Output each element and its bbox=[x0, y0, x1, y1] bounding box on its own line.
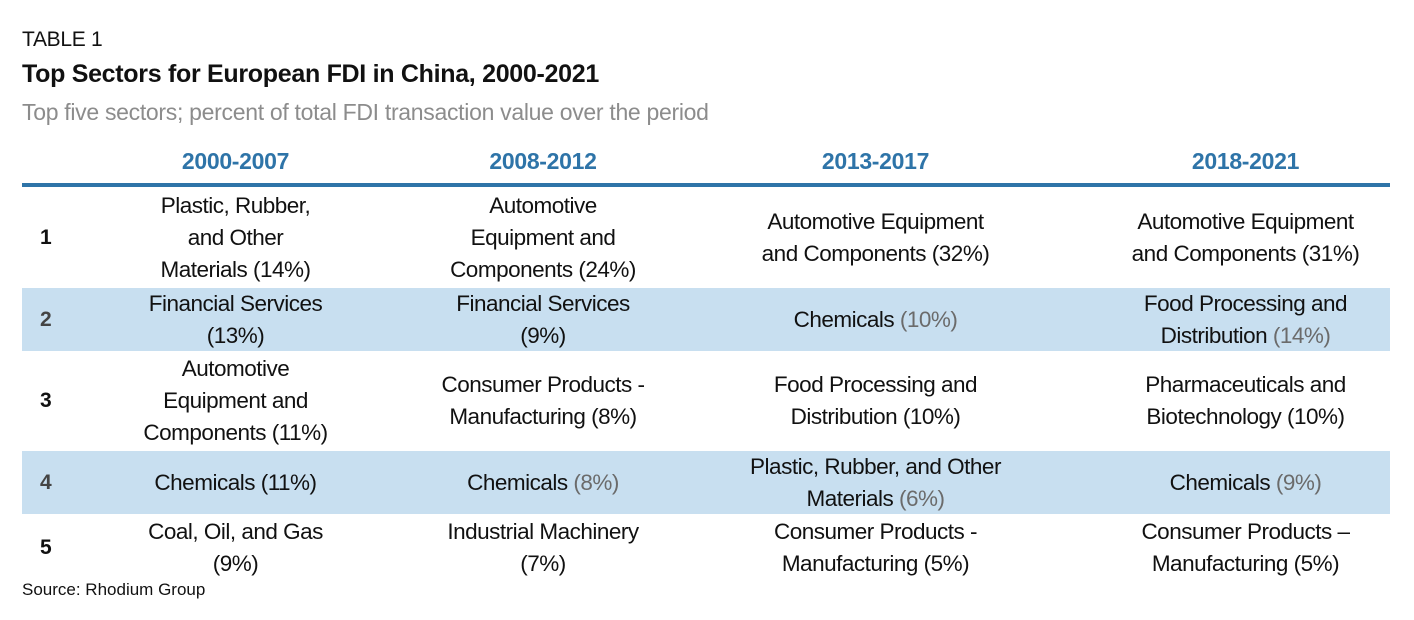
sector-cell: Coal, Oil, and Gas (9%) bbox=[78, 516, 393, 580]
sector-name: Automotive Equipment and Components bbox=[450, 192, 616, 282]
table-row: 5 Coal, Oil, and Gas (9%) Industrial Machi… bbox=[22, 514, 1390, 581]
sector-percent: (10%) bbox=[902, 404, 961, 429]
table-row: 3 Automotive Equipment and Components (11… bbox=[22, 351, 1390, 451]
sector-name: Food Processing and Distribution bbox=[1143, 290, 1348, 348]
sector-cell: Automotive Equipment and Components (32%… bbox=[693, 206, 1058, 270]
table-title: Top Sectors for European FDI in China, 2… bbox=[22, 60, 599, 88]
sector-percent: (7%) bbox=[520, 550, 566, 576]
table-label: TABLE 1 bbox=[22, 28, 103, 51]
sector-cell: Food Processing and Distribution (14%) bbox=[1058, 288, 1414, 352]
sector-percent: (10%) bbox=[1287, 404, 1345, 429]
sector-cell: Chemicals (10%) bbox=[693, 304, 1058, 336]
sector-percent: (14%) bbox=[253, 256, 311, 282]
sector-percent: (9%) bbox=[212, 550, 259, 576]
sector-name: Chemicals bbox=[1169, 469, 1276, 495]
sector-cell: Consumer Products - Manufacturing (8%) bbox=[393, 369, 693, 433]
sector-cell: Plastic, Rubber, and Other Materials (6%… bbox=[693, 451, 1058, 515]
sector-percent: (11%) bbox=[260, 469, 317, 495]
sector-name: Automotive Equipment and Components bbox=[1131, 208, 1355, 266]
column-header: 2018-2021 bbox=[1191, 148, 1300, 174]
sector-name: Financial Services bbox=[148, 290, 323, 316]
table-row: 4 Chemicals (11%) Chemicals (8%) Plastic, R… bbox=[22, 451, 1390, 514]
table-body: 1 Plastic, Rubber, and Other Materials (1… bbox=[22, 187, 1390, 581]
source-note: Source: Rhodium Group bbox=[22, 580, 206, 599]
sector-cell: Chemicals (11%) bbox=[78, 467, 393, 499]
sector-name: Financial Services bbox=[456, 290, 630, 316]
sector-name: Food Processing and Distribution bbox=[773, 372, 978, 429]
sector-percent: (10%) bbox=[899, 306, 958, 332]
sector-name: Consumer Products - Manufacturing bbox=[441, 372, 645, 429]
sector-percent: (8%) bbox=[573, 469, 619, 495]
sector-name: Chemicals bbox=[793, 306, 900, 332]
sector-name: Consumer Products - Manufacturing bbox=[773, 518, 978, 576]
sector-percent: (32%) bbox=[931, 240, 990, 266]
rank-number: 1 bbox=[40, 225, 52, 249]
sector-name: Automotive Equipment and Components bbox=[761, 208, 985, 266]
sector-cell: Financial Services (13%) bbox=[78, 288, 393, 352]
column-header: 2000-2007 bbox=[181, 148, 290, 174]
sector-name: Plastic, Rubber, and Other Materials bbox=[160, 192, 311, 282]
sector-cell: Pharmaceuticals and Biotechnology (10%) bbox=[1058, 369, 1414, 433]
sector-cell: Consumer Products – Manufacturing (5%) bbox=[1058, 516, 1414, 580]
sector-percent: (13%) bbox=[206, 322, 265, 348]
sector-percent: (9%) bbox=[1275, 469, 1322, 495]
sector-percent: (14%) bbox=[1272, 322, 1331, 348]
rank-number: 2 bbox=[40, 307, 52, 331]
sector-table: 2000-2007 2008-2012 2013-2017 2018-2021 … bbox=[22, 140, 1390, 581]
sector-percent: (6%) bbox=[899, 485, 945, 511]
sector-percent: (8%) bbox=[591, 404, 637, 429]
sector-cell: Food Processing and Distribution (10%) bbox=[693, 369, 1058, 433]
sector-cell: Financial Services (9%) bbox=[393, 288, 693, 352]
sector-cell: Automotive Equipment and Components (11%… bbox=[78, 353, 393, 449]
table-row: 1 Plastic, Rubber, and Other Materials (1… bbox=[22, 187, 1390, 288]
column-header: 2008-2012 bbox=[489, 148, 597, 174]
rank-number: 3 bbox=[40, 389, 52, 412]
sector-percent: (24%) bbox=[578, 256, 636, 282]
sector-name: Coal, Oil, and Gas bbox=[148, 518, 323, 544]
sector-cell: Chemicals (9%) bbox=[1058, 467, 1414, 499]
table-subtitle: Top five sectors; percent of total FDI t… bbox=[22, 99, 709, 125]
sector-cell: Industrial Machinery (7%) bbox=[393, 516, 693, 580]
sector-cell: Automotive Equipment and Components (24%… bbox=[393, 190, 693, 286]
sector-name: Consumer Products – Manufacturing bbox=[1141, 518, 1350, 576]
sector-name: Pharmaceuticals and Biotechnology bbox=[1145, 372, 1346, 429]
sector-cell: Automotive Equipment and Components (31%… bbox=[1058, 206, 1414, 270]
sector-name: Chemicals bbox=[154, 469, 261, 495]
sector-name: Industrial Machinery bbox=[447, 518, 639, 544]
sector-percent: (9%) bbox=[520, 322, 566, 348]
sector-name: Chemicals bbox=[467, 469, 574, 495]
table-row: 2 Financial Services (13%) Financial Servi… bbox=[22, 288, 1390, 351]
sector-percent: (31%) bbox=[1301, 240, 1360, 266]
sector-name: Plastic, Rubber, and Other Materials bbox=[750, 453, 1001, 511]
sector-cell: Plastic, Rubber, and Other Materials (14… bbox=[78, 190, 393, 286]
sector-percent: (5%) bbox=[923, 550, 970, 576]
sector-cell: Consumer Products - Manufacturing (5%) bbox=[693, 516, 1058, 580]
sector-name: Automotive Equipment and Components bbox=[143, 356, 308, 445]
sector-percent: (5%) bbox=[1293, 550, 1340, 576]
table-header: 2000-2007 2008-2012 2013-2017 2018-2021 bbox=[22, 140, 1390, 187]
sector-cell: Chemicals (8%) bbox=[393, 467, 693, 499]
rank-number: 5 bbox=[40, 535, 52, 559]
rank-number: 4 bbox=[40, 470, 52, 494]
sector-percent: (11%) bbox=[271, 420, 328, 445]
column-header: 2013-2017 bbox=[821, 148, 930, 174]
